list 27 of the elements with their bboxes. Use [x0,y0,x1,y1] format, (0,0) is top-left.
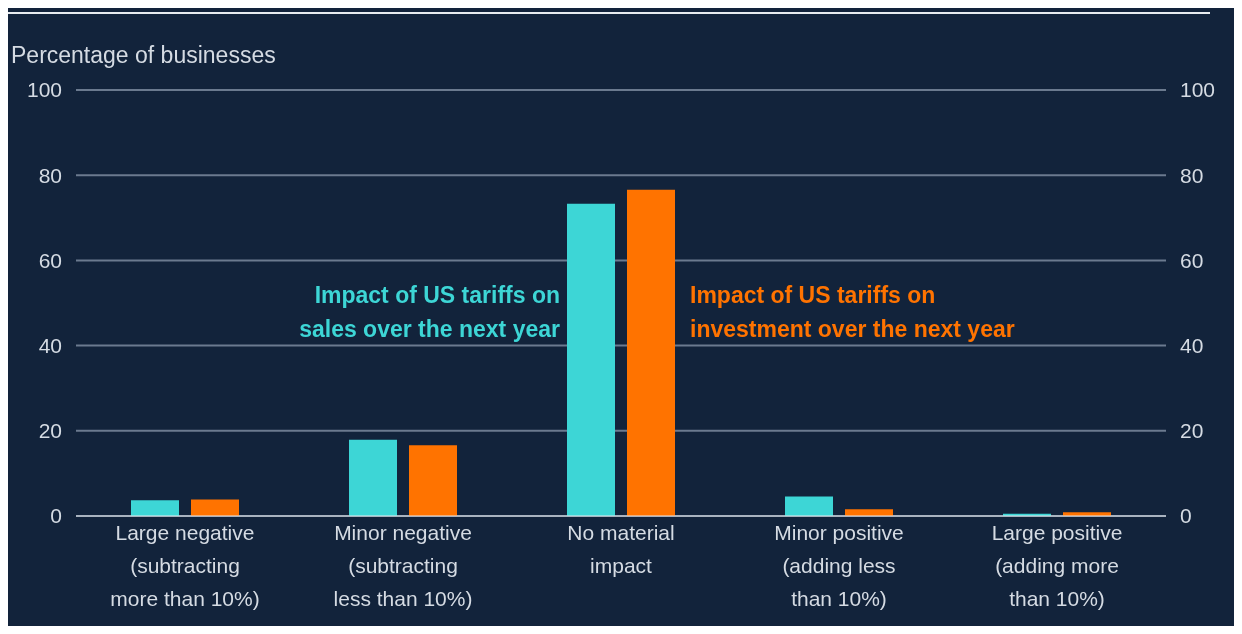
y2-tick-label: 80 [1180,163,1204,187]
y2-tick-label: 20 [1180,419,1204,443]
bar [567,203,615,516]
bar [349,439,397,516]
y-tick-label: 20 [38,419,62,443]
series-label: Impact of US tariffs on sales over the next year [298,281,560,344]
bar [627,189,675,516]
bar [131,500,179,516]
y2-tick-label: 100 [1180,78,1216,102]
x-tick-label: Large negative (subtracting more than 10%) [110,521,260,610]
y-tick-label: 100 [26,78,62,102]
y2-tick-label: 0 [1180,504,1192,528]
y-tick-label: 0 [50,504,62,528]
bar [191,499,239,516]
y-tick-label: 60 [38,248,62,272]
x-tick-label: Minor negative (subtracting less than 10%) [333,521,473,610]
bar [785,496,833,516]
x-tick-label: Minor positive (adding less than 10%) [774,521,904,610]
x-tick-label: Large positive (adding more than 10%) [991,521,1123,610]
y-tick-label: 40 [38,334,62,358]
y-axis-title: Percentage of businesses [11,42,276,69]
y2-tick-label: 40 [1180,334,1204,358]
bar [409,445,457,516]
series-label: Impact of US tariffs on investment over the next year [690,281,1016,344]
y-tick-label: 80 [38,163,62,187]
y2-tick-label: 60 [1180,248,1204,272]
x-tick-label: No material impact [567,521,675,577]
